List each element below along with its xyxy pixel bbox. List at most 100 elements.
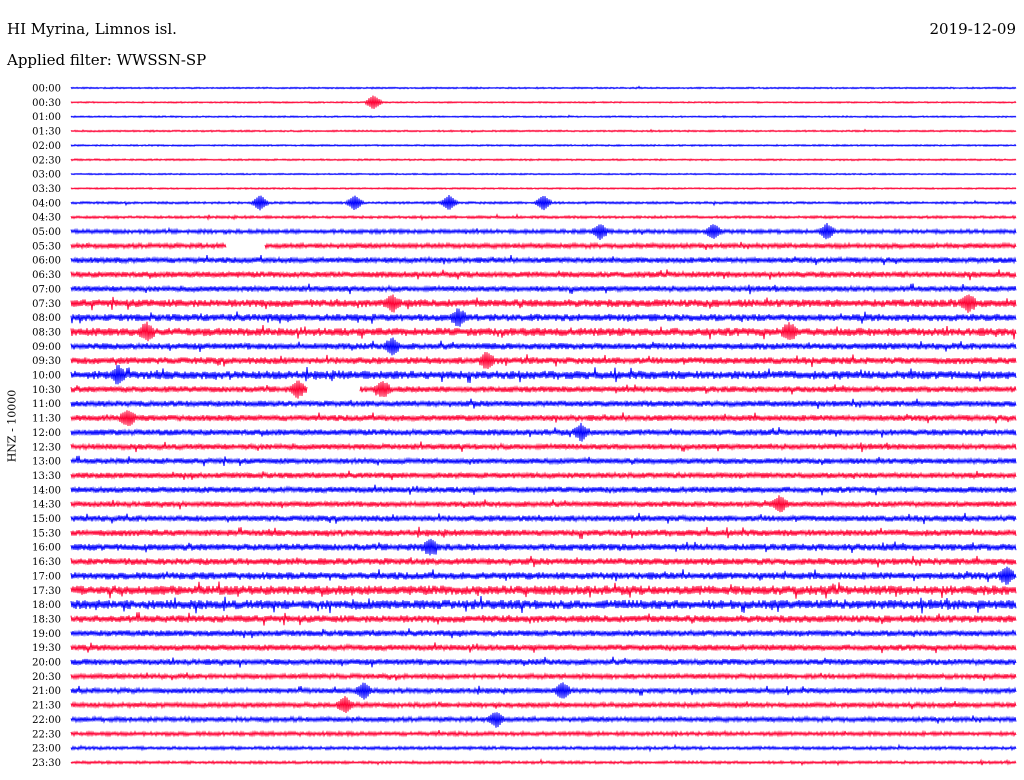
- time-tick-label: 02:00: [32, 141, 61, 152]
- time-tick-label: 15:00: [32, 514, 61, 525]
- seismic-trace: [70, 538, 1017, 556]
- time-tick-label: 20:30: [32, 672, 61, 683]
- seismic-trace: [70, 337, 1017, 356]
- time-tick-label: 12:30: [32, 442, 61, 453]
- seismic-trace: [70, 283, 1017, 295]
- seismic-trace: [70, 186, 1017, 191]
- time-tick-label: 09:30: [32, 356, 61, 367]
- seismic-trace: [70, 213, 1017, 222]
- time-tick-label: 11:30: [32, 414, 61, 425]
- seismic-trace: [70, 194, 1017, 211]
- time-tick-label: 10:00: [32, 371, 61, 382]
- seismic-trace: [70, 128, 1017, 134]
- seismic-trace: [70, 512, 1017, 525]
- time-tick-label: 06:00: [32, 256, 61, 267]
- time-tick-label: 19:30: [32, 643, 61, 654]
- time-tick-label: 05:00: [32, 227, 61, 238]
- time-tick-label: 13:30: [32, 471, 61, 482]
- seismic-trace: [70, 656, 1017, 668]
- seismic-trace: [70, 255, 1017, 266]
- seismic-trace: [70, 696, 1017, 714]
- time-tick-label: 20:00: [32, 658, 61, 669]
- seismic-trace: [70, 422, 1017, 442]
- seismic-trace: [70, 114, 1017, 119]
- seismic-trace: [70, 398, 1017, 409]
- time-tick-label: 01:30: [32, 127, 61, 138]
- seismic-trace: [70, 269, 1017, 281]
- seismic-trace: [70, 455, 1017, 467]
- time-tick-label: 17:00: [32, 571, 61, 582]
- seismic-trace: [70, 682, 1017, 700]
- seismic-trace: [70, 628, 1017, 639]
- seismic-trace: [70, 642, 1017, 654]
- time-tick-label: 18:00: [32, 600, 61, 611]
- time-tick-label: 23:30: [32, 758, 61, 769]
- seismic-trace: [70, 672, 1017, 681]
- seismic-trace: [70, 441, 1017, 453]
- seismic-trace: [70, 484, 1017, 496]
- seismic-trace: [70, 555, 1017, 568]
- seismic-trace: [70, 758, 1017, 767]
- time-tick-label: 14:30: [32, 500, 61, 511]
- time-tick-label: 16:30: [32, 557, 61, 568]
- time-tick-label: 21:00: [32, 686, 61, 697]
- time-tick-label: 09:00: [32, 342, 61, 353]
- time-tick-label: 23:00: [32, 744, 61, 755]
- time-tick-label: 04:00: [32, 198, 61, 209]
- time-tick-label: 11:00: [32, 399, 61, 410]
- time-tick-label: 01:00: [32, 112, 61, 123]
- time-tick-label: 06:30: [32, 270, 61, 281]
- time-tick-label: 22:00: [32, 715, 61, 726]
- seismic-trace: [70, 241, 1017, 251]
- seismic-trace: [70, 222, 1017, 241]
- seismic-trace: [70, 85, 1017, 90]
- station-title: HI Myrina, Limnos isl.: [7, 20, 177, 38]
- time-tick-label: 17:30: [32, 586, 61, 597]
- time-tick-label: 00:00: [32, 84, 61, 95]
- seismic-trace: [70, 364, 1017, 385]
- seismic-trace: [70, 321, 1017, 342]
- seismic-trace: [70, 143, 1017, 148]
- time-tick-label: 03:00: [32, 170, 61, 181]
- seismic-trace: [70, 380, 1017, 399]
- filter-label: Applied filter: WWSSN-SP: [7, 51, 207, 69]
- time-tick-label: 00:30: [32, 98, 61, 109]
- time-tick-label: 08:30: [32, 327, 61, 338]
- record-date: 2019-12-09: [929, 20, 1016, 38]
- time-tick-label: 22:30: [32, 729, 61, 740]
- seismic-trace: [70, 581, 1017, 599]
- time-tick-label: 15:30: [32, 528, 61, 539]
- time-tick-label: 16:00: [32, 543, 61, 554]
- seismic-trace: [70, 308, 1017, 327]
- seismic-trace: [70, 470, 1017, 481]
- time-tick-label: 03:30: [32, 184, 61, 195]
- time-tick-label: 12:00: [32, 428, 61, 439]
- time-tick-label: 10:30: [32, 385, 61, 396]
- time-tick-label: 08:00: [32, 313, 61, 324]
- seismic-trace: [70, 566, 1017, 585]
- time-tick-label: 18:30: [32, 614, 61, 625]
- seismic-trace: [70, 743, 1017, 753]
- time-tick-label: 07:30: [32, 299, 61, 310]
- time-tick-label: 05:30: [32, 241, 61, 252]
- seismic-trace: [70, 410, 1017, 427]
- seismic-trace: [70, 95, 1017, 109]
- time-tick-label: 21:30: [32, 701, 61, 712]
- seismic-trace: [70, 595, 1017, 614]
- seismic-trace: [70, 612, 1017, 626]
- time-tick-label: 07:00: [32, 284, 61, 295]
- seismic-trace: [70, 495, 1017, 513]
- time-tick-label: 19:00: [32, 629, 61, 640]
- seismic-trace: [70, 526, 1017, 539]
- seismic-trace: [70, 712, 1017, 728]
- seismic-trace: [70, 294, 1017, 313]
- seismic-trace: [70, 172, 1017, 176]
- seismic-trace: [70, 729, 1017, 738]
- time-tick-label: 02:30: [32, 155, 61, 166]
- time-tick-label: 04:30: [32, 213, 61, 224]
- time-tick-label: 13:00: [32, 457, 61, 468]
- seismic-trace: [70, 351, 1017, 370]
- seismic-trace: [70, 157, 1017, 162]
- time-tick-label: 14:00: [32, 485, 61, 496]
